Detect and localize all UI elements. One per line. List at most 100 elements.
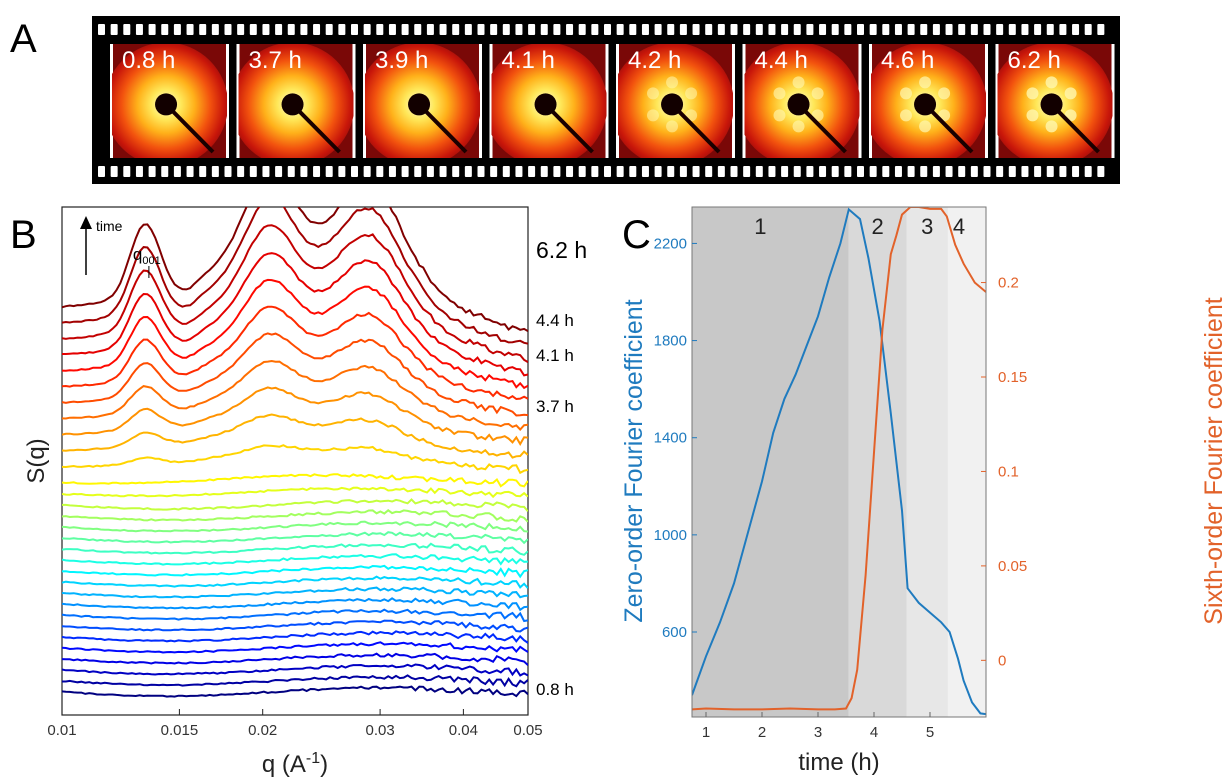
sprocket-hole — [1008, 24, 1016, 35]
sprocket-hole — [781, 24, 789, 35]
sprocket-hole — [98, 24, 105, 35]
region-label: 3 — [921, 214, 933, 239]
sprocket-hole — [237, 166, 245, 177]
sprocket-hole — [287, 166, 295, 177]
sprocket-hole — [452, 24, 460, 35]
bragg-spot — [666, 76, 679, 89]
frame-border-left — [616, 44, 619, 158]
sprocket-hole — [566, 166, 574, 177]
sprocket-hole — [882, 166, 890, 177]
sprocket-hole — [730, 24, 738, 35]
sprocket-hole — [98, 166, 105, 177]
curve-time-label: 0.8 h — [536, 680, 574, 699]
x-tick-label: 2 — [758, 724, 766, 741]
sprocket-hole — [996, 24, 1004, 35]
sprocket-hole — [161, 166, 169, 177]
sprocket-hole — [477, 166, 485, 177]
sprocket-hole — [540, 24, 548, 35]
film-frames: 0.8 h 3.7 h 3.9 h 4.1 h 4.2 h 4.4 h 4.6 h 6.2 h — [110, 44, 1115, 158]
sprocket-hole — [819, 24, 827, 35]
sprocket-hole — [148, 24, 156, 35]
sprocket-hole — [148, 166, 156, 177]
sprocket-hole — [173, 24, 181, 35]
sprocket-hole — [604, 24, 611, 35]
sprocket-hole — [237, 24, 245, 35]
panel-c-x-axis-label: time (h) — [798, 749, 879, 776]
sprocket-hole — [135, 24, 143, 35]
curve-time-label: 4.4 h — [536, 311, 574, 330]
sprocket-hole — [211, 24, 219, 35]
sprocket-hole — [629, 24, 637, 35]
sprocket-hole — [502, 24, 510, 35]
sprocket-hole — [907, 166, 915, 177]
sprocket-hole — [224, 24, 232, 35]
frame-border-right — [1111, 44, 1115, 158]
right-tick-label: 0.15 — [998, 369, 1027, 386]
sprocket-hole — [540, 166, 548, 177]
time-region-2 — [848, 207, 907, 717]
film-frame: 3.9 h — [357, 44, 482, 158]
sprocket-hole — [275, 24, 283, 35]
sprocket-hole — [1059, 166, 1067, 177]
sprocket-hole — [173, 166, 181, 177]
sprocket-hole — [692, 166, 700, 177]
sprocket-hole — [110, 166, 118, 177]
sprocket-hole — [262, 166, 270, 177]
panel-b-axes-frame — [61, 206, 529, 716]
sprocket-hole — [325, 24, 333, 35]
sprocket-hole — [932, 166, 940, 177]
sprocket-hole — [338, 24, 346, 35]
left-tick-label: 600 — [662, 624, 687, 641]
sprocket-hole — [211, 166, 219, 177]
time-region-1 — [692, 207, 849, 717]
beamstop-arm — [164, 103, 215, 154]
sprocket-hole — [439, 24, 447, 35]
sq-curve — [62, 542, 528, 556]
sprocket-hole — [325, 166, 333, 177]
sprocket-hole — [376, 166, 384, 177]
sprocket-hole — [1034, 166, 1042, 177]
x-tick-label: 0.05 — [513, 722, 542, 739]
x-tick-label: 0.015 — [161, 722, 199, 739]
sq-curve — [62, 473, 528, 488]
sprocket-hole — [591, 166, 599, 177]
sixth-order-line — [692, 207, 986, 711]
sq-curve — [62, 575, 528, 589]
beamstop — [1040, 93, 1063, 116]
bragg-spot — [1026, 87, 1039, 100]
x-tick-label: 4 — [870, 724, 878, 741]
sprocket-hole — [755, 24, 763, 35]
sq-curve — [62, 652, 528, 666]
sprocket-hole — [528, 24, 536, 35]
sq-curve — [62, 486, 528, 499]
x-tick-label: 1 — [702, 724, 710, 741]
right-tick-label: 0.05 — [998, 558, 1027, 575]
panel-b-x-axis-label: q (A-1) — [262, 750, 328, 778]
sprocket-hole — [414, 24, 422, 35]
frame-border-left — [742, 44, 746, 158]
film-frame: 0.8 h — [110, 44, 229, 158]
sprocket-hole — [641, 24, 649, 35]
bragg-spot — [666, 120, 679, 133]
frame-border-left — [110, 44, 113, 158]
sprocket-hole — [553, 166, 561, 177]
sprocket-hole — [1046, 166, 1054, 177]
bragg-spot — [1064, 87, 1077, 100]
x-tick-label: 0.01 — [47, 722, 76, 739]
time-arrow-label: time — [96, 218, 123, 234]
sprocket-hole — [869, 166, 877, 177]
right-tick-label: 0 — [998, 652, 1006, 669]
sprocket-hole — [616, 166, 624, 177]
panel-c-axes-frame — [691, 206, 987, 718]
beamstop-arm — [1050, 103, 1100, 154]
sprocket-hole — [464, 166, 472, 177]
sprocket-hole — [426, 24, 434, 35]
frame-border-left — [489, 44, 493, 158]
sprocket-hole — [262, 24, 270, 35]
bragg-spot — [811, 87, 824, 100]
sprocket-hole — [882, 24, 890, 35]
frame-time-label: 4.4 h — [755, 47, 808, 74]
region-label: 1 — [754, 214, 766, 239]
beamstop-arm — [291, 103, 341, 154]
